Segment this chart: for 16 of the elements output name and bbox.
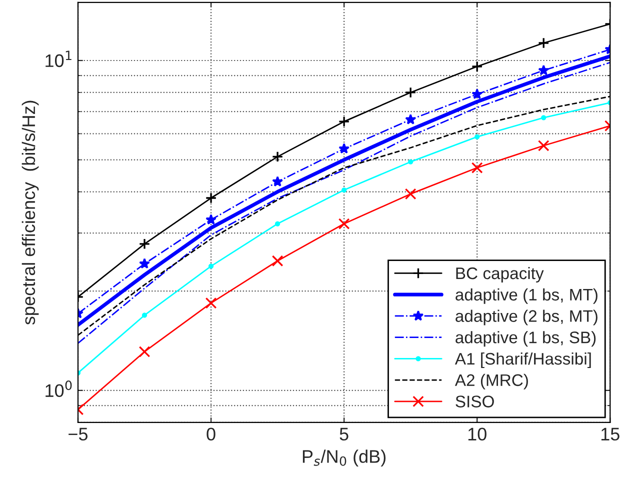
x-tick-label: −5: [68, 428, 88, 441]
x-tick-label: 5: [340, 428, 348, 441]
y-tick-label: 10$^{0}$: [46, 380, 72, 398]
legend-label: BC capacity: [456, 266, 544, 283]
legend-label: A2 (MRC): [454, 374, 528, 390]
y-axis-title: spectral efficiency (bit/s/Hz): [22, 100, 39, 325]
legend-label: adaptive (2 bs, MT): [456, 310, 598, 326]
x-tick-label: 0: [206, 428, 216, 441]
x-axis-title: P$_{s}$/N$_{0}$ (dB): [302, 450, 386, 466]
legend-label: adaptive (1 bs, SB): [456, 331, 596, 347]
legend-label: A1 [Sharif/Hassibi]: [454, 352, 591, 368]
legend-label: SISO: [456, 396, 494, 408]
legend-label: adaptive (1 bs, MT): [456, 288, 598, 304]
y-tick-label: 10$^{1}$: [46, 50, 72, 68]
x-tick-label: 15: [601, 428, 620, 441]
x-tick-label: 10: [468, 428, 486, 441]
